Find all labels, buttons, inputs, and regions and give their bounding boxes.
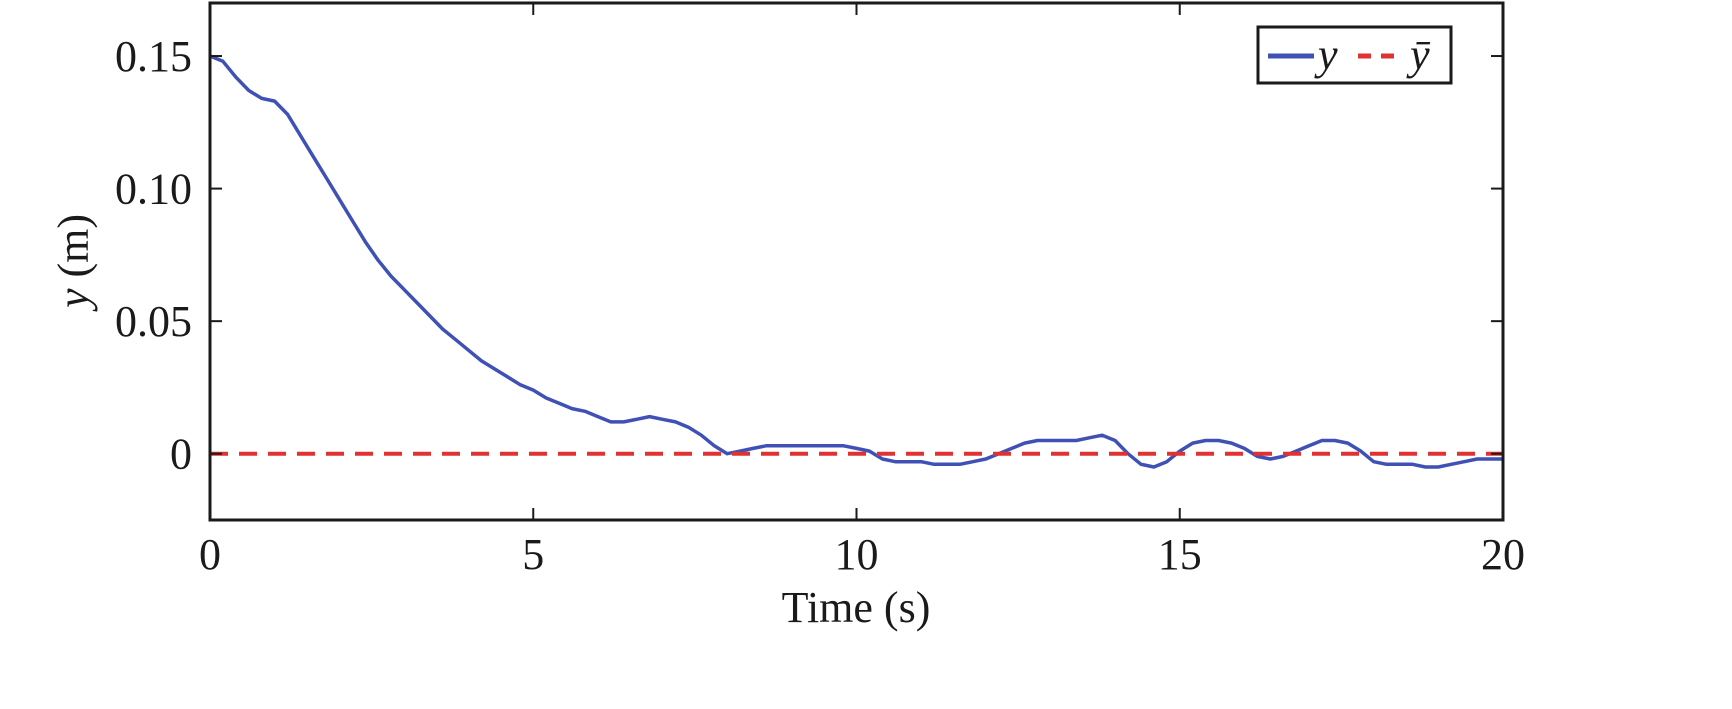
series-layer [209, 54, 1503, 469]
legend-label-y-bar: ȳ [1406, 30, 1431, 79]
y-axis-title-variable: y [49, 288, 98, 312]
x-axis-title: Time (s) [782, 583, 931, 632]
y-axis-title: y (m) [49, 214, 98, 312]
x-tick-label: 0 [199, 530, 221, 579]
x-tick-label: 5 [522, 530, 544, 579]
x-tick-label: 20 [1481, 530, 1525, 579]
x-tick-label: 10 [835, 530, 879, 579]
y-tick-label: 0.05 [115, 297, 192, 346]
x-tick-label: 15 [1158, 530, 1202, 579]
y-tick-label: 0 [170, 430, 192, 479]
y-tick-label: 0.10 [115, 165, 192, 214]
legend: y ȳ [1256, 25, 1453, 85]
y-axis-title-unit: (m) [49, 214, 98, 289]
y-tick-label: 0.15 [115, 32, 192, 81]
series-line-y [209, 54, 1503, 469]
legend-label-y: y [1314, 30, 1338, 79]
tick-layer: 0 5 10 15 20 0 0.05 0.10 0.15 [115, 3, 1525, 579]
